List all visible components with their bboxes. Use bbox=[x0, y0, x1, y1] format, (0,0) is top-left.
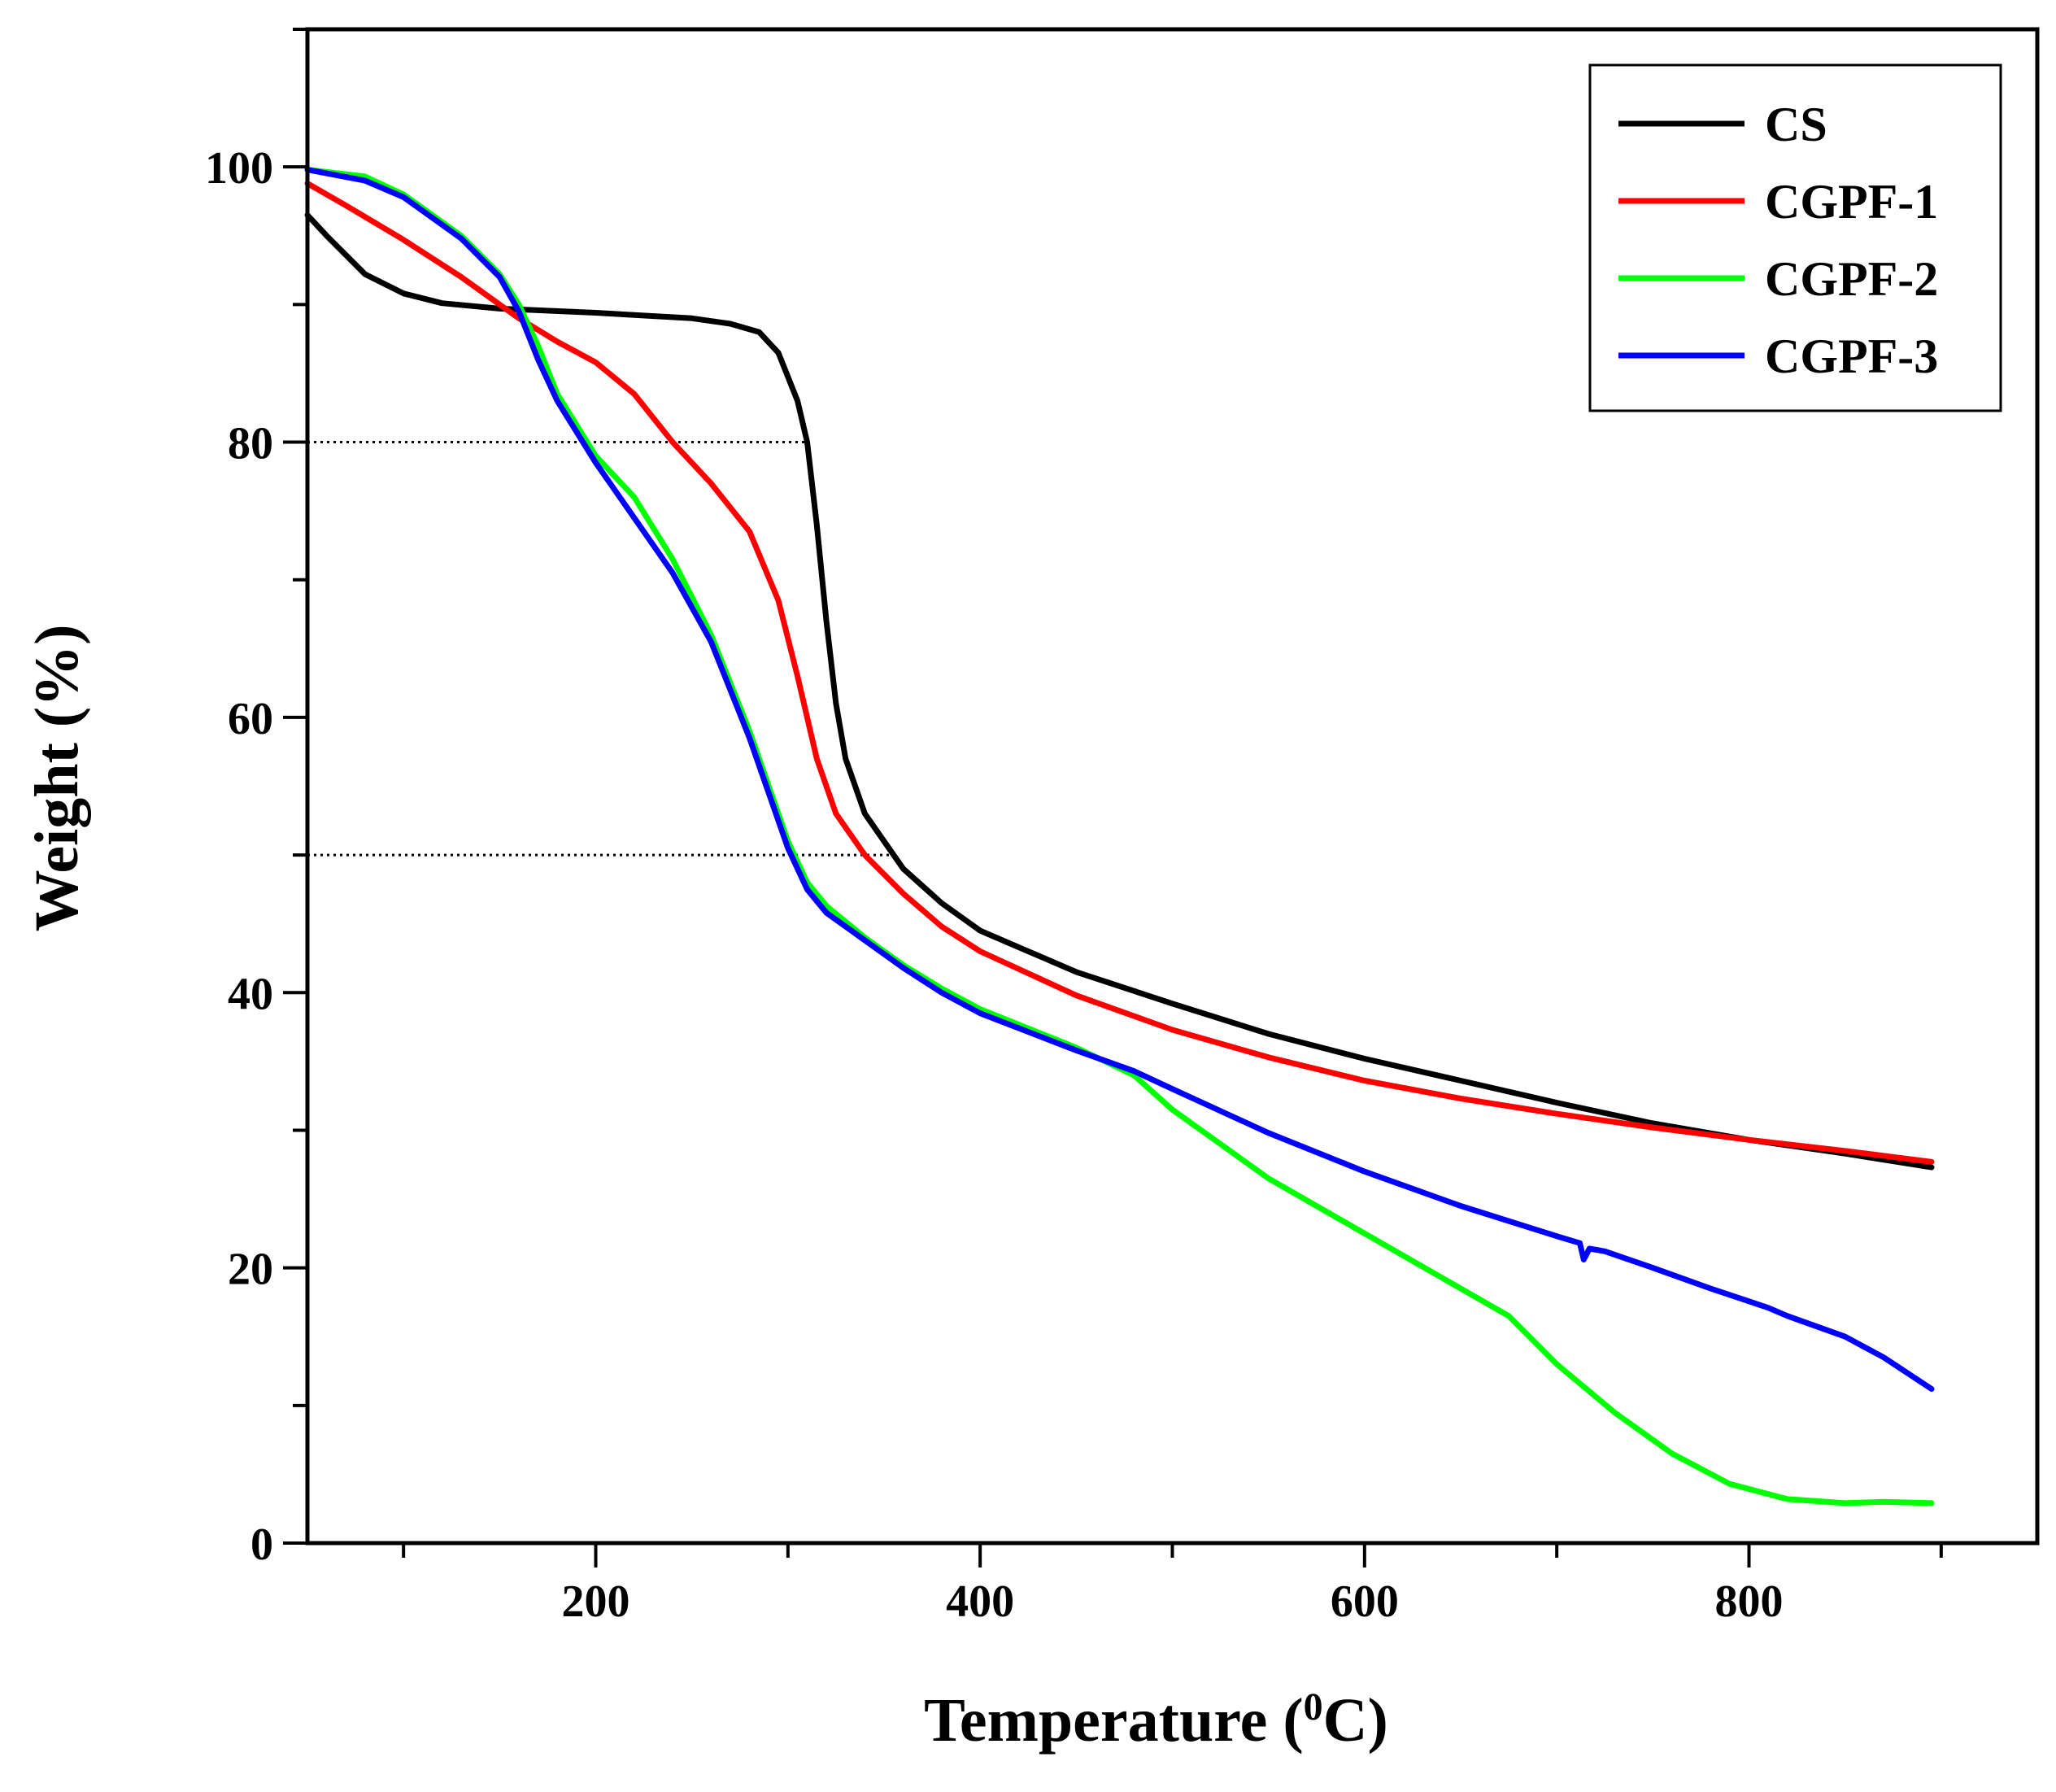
tick-labels: 200 400 600 800 0 20 40 60 80 100 bbox=[205, 143, 1784, 1627]
legend-label-cgpf-3: CGPF-3 bbox=[1765, 329, 1938, 383]
x-axis-title: Temperature (0C) bbox=[924, 1685, 1388, 1755]
x-tick-label-400: 400 bbox=[946, 1576, 1014, 1627]
series-layer bbox=[304, 167, 1935, 1506]
y-axis-title: Weight (%) bbox=[23, 625, 91, 932]
x-tick-label-600: 600 bbox=[1331, 1576, 1399, 1627]
y-tick-label-20: 20 bbox=[228, 1245, 273, 1295]
series-line-cgpf-3 bbox=[304, 167, 1935, 1392]
series-line-cs bbox=[304, 211, 1935, 1171]
series-line-cgpf-1 bbox=[304, 181, 1935, 1165]
x-tick-label-800: 800 bbox=[1715, 1576, 1784, 1627]
legend: CS CGPF-1 CGPF-2 CGPF-3 bbox=[1588, 63, 2002, 412]
legend-label-cgpf-1: CGPF-1 bbox=[1765, 175, 1938, 229]
y-tick-label-80: 80 bbox=[228, 419, 273, 469]
axis-ticks bbox=[283, 28, 1943, 1567]
legend-label-cgpf-2: CGPF-2 bbox=[1765, 252, 1938, 306]
y-tick-label-40: 40 bbox=[228, 969, 273, 1019]
y-tick-label-100: 100 bbox=[205, 143, 273, 194]
x-tick-label-200: 200 bbox=[562, 1576, 630, 1627]
y-tick-label-0: 0 bbox=[250, 1519, 273, 1570]
legend-label-cs: CS bbox=[1765, 98, 1827, 151]
y-tick-label-60: 60 bbox=[228, 694, 273, 744]
